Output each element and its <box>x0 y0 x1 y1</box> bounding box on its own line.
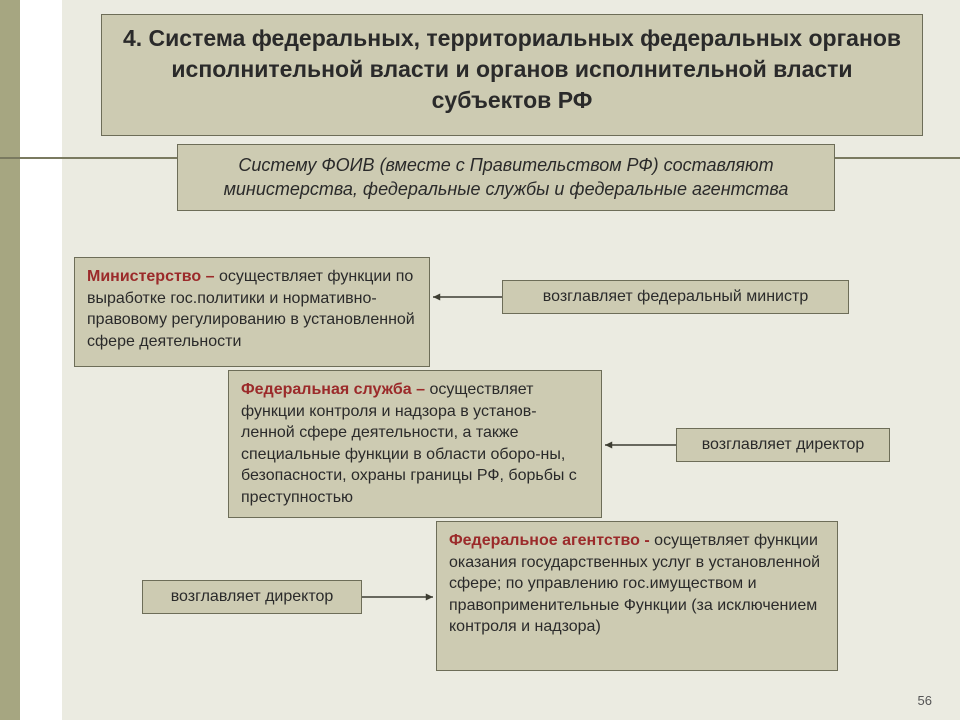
intro-box: Систему ФОИВ (вместе с Правительством РФ… <box>177 144 835 211</box>
service-head-box: возглавляет директор <box>676 428 890 462</box>
left-accent-bar <box>0 0 20 720</box>
service-body: осуществляет функции контроля и надзора … <box>241 381 577 506</box>
intro-line1: Систему ФОИВ (вместе с Правительством РФ… <box>190 153 822 177</box>
service-term: Федеральная служба – <box>241 381 429 398</box>
ministry-box: Министерство – осуществляет функции по в… <box>74 257 430 367</box>
ministry-head-text: возглавляет федеральный министр <box>543 286 808 308</box>
page-number: 56 <box>918 693 932 708</box>
agency-box: Федеральное агентство - осущетвляет функ… <box>436 521 838 671</box>
slide-title-text: 4. Система федеральных, территориальных … <box>123 25 901 113</box>
agency-head-box: возглавляет директор <box>142 580 362 614</box>
service-box: Федеральная служба – осуществляет функци… <box>228 370 602 518</box>
intro-line2: министерства, федеральные службы и федер… <box>190 177 822 201</box>
ministry-head-box: возглавляет федеральный министр <box>502 280 849 314</box>
agency-head-text: возглавляет директор <box>171 586 334 608</box>
agency-term: Федеральное агентство - <box>449 532 654 549</box>
ministry-term: Министерство – <box>87 268 219 285</box>
service-head-text: возглавляет директор <box>702 434 865 456</box>
slide-title: 4. Система федеральных, территориальных … <box>101 14 923 136</box>
